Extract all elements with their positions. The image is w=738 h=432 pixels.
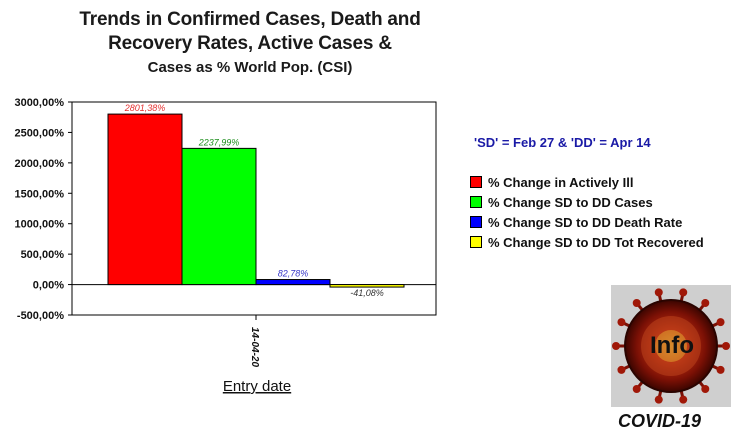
chart-title-line-2: Recovery Rates, Active Cases &: [108, 33, 392, 54]
legend-swatch: [470, 176, 482, 188]
bar: [329, 284, 405, 288]
legend-swatch: [470, 216, 482, 228]
logo-caption: COVID-19: [618, 411, 702, 431]
legend-label: % Change SD to DD Cases: [488, 194, 653, 210]
bar-chart: -500,00% 0,00% 500,00% 1000,00% 1500,00% 2000…: [14, 97, 437, 395]
data-label: 2237,99%: [198, 137, 240, 147]
chart-title-line-3: Cases as % World Pop. (CSI): [147, 59, 353, 76]
legend-swatch: [470, 196, 482, 208]
date-definition-note: 'SD' = Feb 27 & 'DD' = Apr 14: [474, 135, 651, 150]
data-label: -41,08%: [350, 288, 384, 298]
legend-item: % Change in Actively Ill: [470, 172, 704, 192]
bar: [255, 279, 331, 286]
y-tick-label: 3000,00%: [14, 97, 64, 109]
legend-swatch: [470, 236, 482, 248]
chart-title-line-1: Trends in Confirmed Cases, Death and: [79, 9, 421, 30]
y-tick-label: 500,00%: [21, 249, 65, 261]
data-label: 2801,38%: [124, 103, 166, 113]
logo-text: Info: [650, 332, 694, 359]
virus-icon: Info: [611, 285, 731, 407]
x-axis-label: Entry date: [223, 378, 291, 395]
bar: [181, 147, 257, 286]
y-tick-label: 1000,00%: [14, 219, 64, 231]
chart-legend: % Change in Actively Ill % Change SD to D…: [470, 172, 704, 252]
chart-title: Trends in Confirmed Cases, Death and Rec…: [40, 8, 460, 78]
covid-info-logo: Info: [611, 285, 731, 407]
y-tick-label: -500,00%: [17, 310, 64, 322]
y-tick-label: 2500,00%: [14, 127, 64, 139]
x-tick-label: 14-04-20: [249, 327, 260, 367]
data-label: 82,78%: [278, 269, 309, 279]
legend-label: % Change in Actively Ill: [488, 174, 634, 190]
legend-item: % Change SD to DD Cases: [470, 192, 704, 212]
bar: [107, 113, 183, 286]
y-tick-label: 0,00%: [33, 280, 64, 292]
y-tick-label: 1500,00%: [14, 188, 64, 200]
y-tick-label: 2000,00%: [14, 158, 64, 170]
legend-item: % Change SD to DD Tot Recovered: [470, 232, 704, 252]
legend-label: % Change SD to DD Death Rate: [488, 214, 683, 230]
legend-item: % Change SD to DD Death Rate: [470, 212, 704, 232]
legend-label: % Change SD to DD Tot Recovered: [488, 234, 704, 250]
